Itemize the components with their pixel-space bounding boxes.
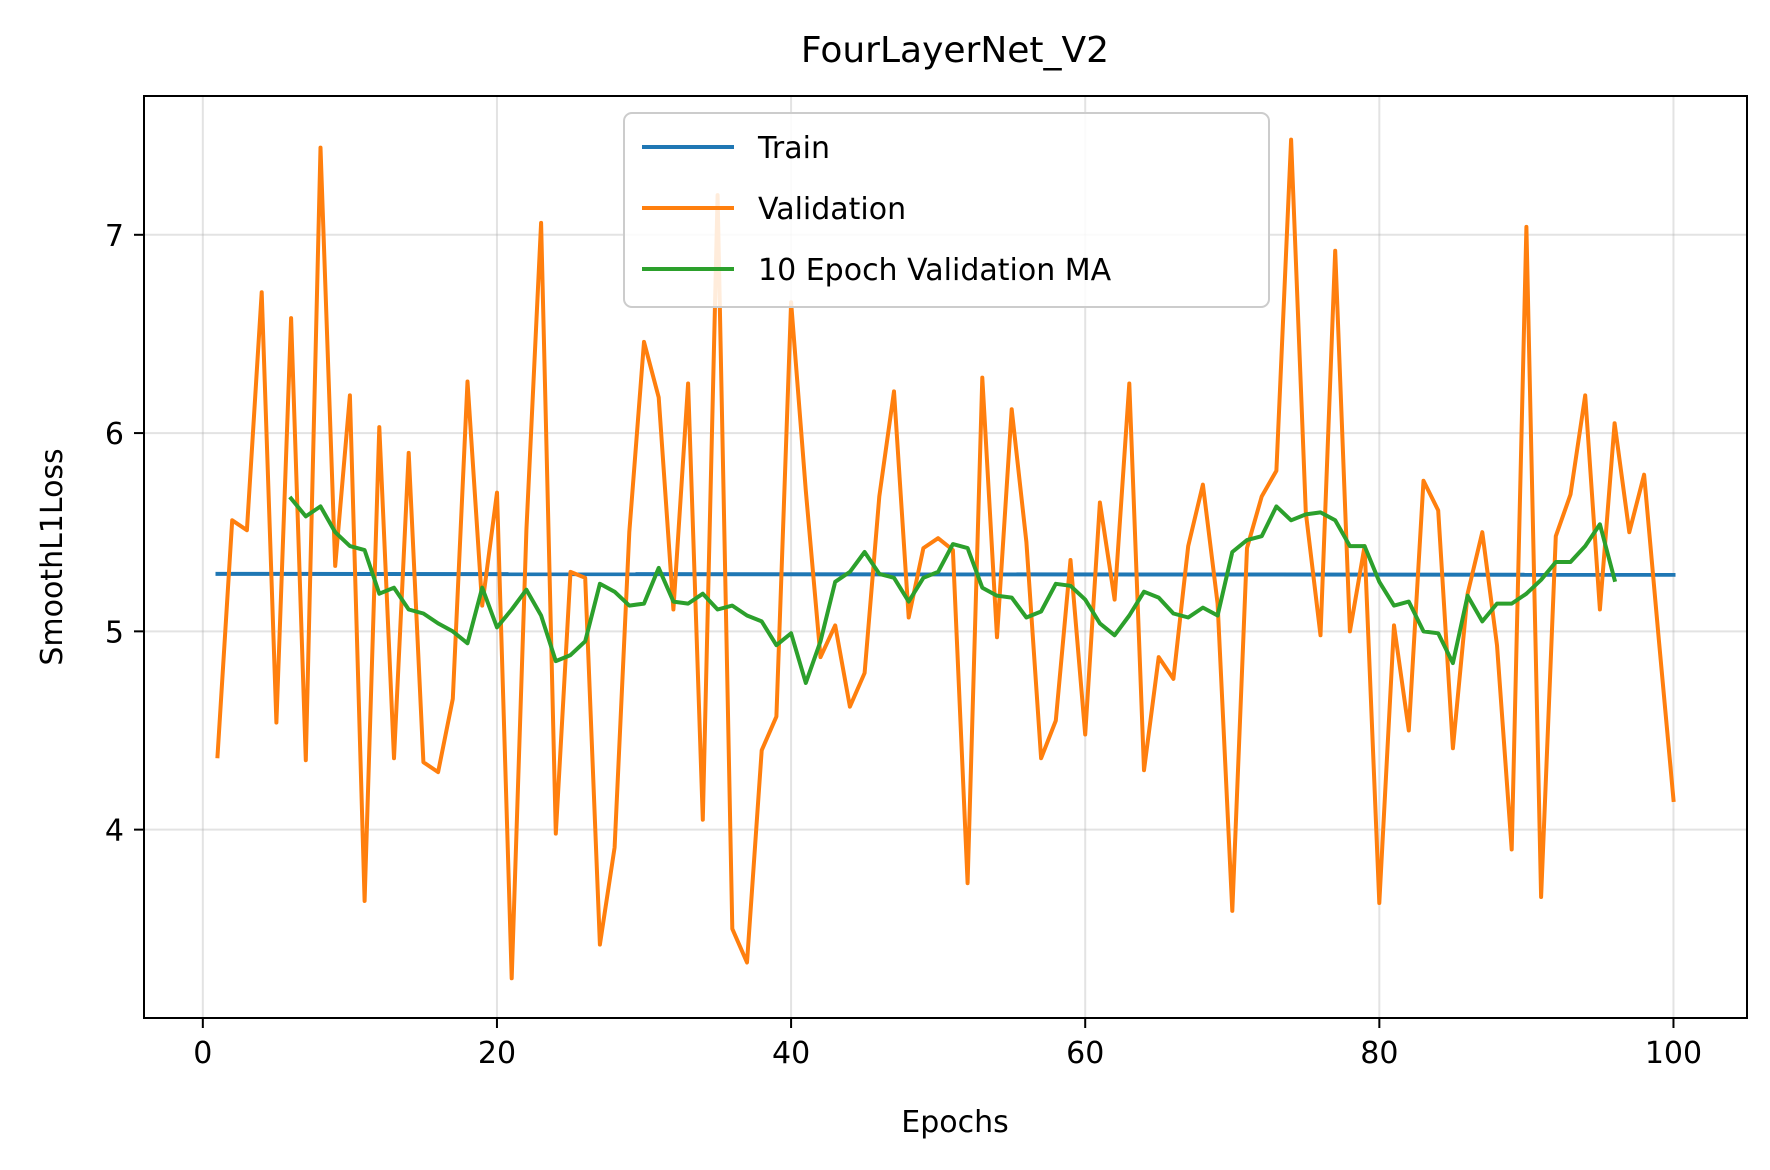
x-tick-label: 20	[478, 1036, 516, 1071]
x-tick-label: 60	[1066, 1036, 1104, 1071]
chart-title: FourLayerNet_V2	[801, 30, 1109, 71]
legend-label-validation: Validation	[758, 192, 906, 227]
x-tick-label: 0	[193, 1036, 212, 1071]
x-tick-label: 100	[1645, 1036, 1702, 1071]
validation-line	[215, 137, 1676, 981]
moving-average-line	[288, 495, 1618, 685]
x-axis-label: Epochs	[901, 1105, 1009, 1140]
x-tick-label: 80	[1360, 1036, 1398, 1071]
y-axis: 4 5 6 7	[105, 219, 144, 849]
y-axis-label: SmoothL1Loss	[35, 448, 70, 665]
y-tick-label: 6	[105, 417, 124, 452]
legend-label-moving-average: 10 Epoch Validation MA	[758, 253, 1112, 288]
train-line	[215, 571, 1676, 577]
legend-label-train: Train	[757, 131, 830, 166]
y-tick-label: 5	[105, 615, 124, 650]
x-axis: 0 20 40 60 80 100	[193, 1018, 1702, 1071]
legend-box	[623, 112, 1270, 308]
legend: Train Validation 10 Epoch Validation MA	[623, 112, 1270, 308]
plot-area-frame	[143, 95, 1748, 1019]
y-tick-label: 7	[105, 219, 124, 254]
x-tick-label: 40	[772, 1036, 810, 1071]
y-tick-label: 4	[105, 814, 124, 849]
series-lines	[215, 137, 1676, 981]
